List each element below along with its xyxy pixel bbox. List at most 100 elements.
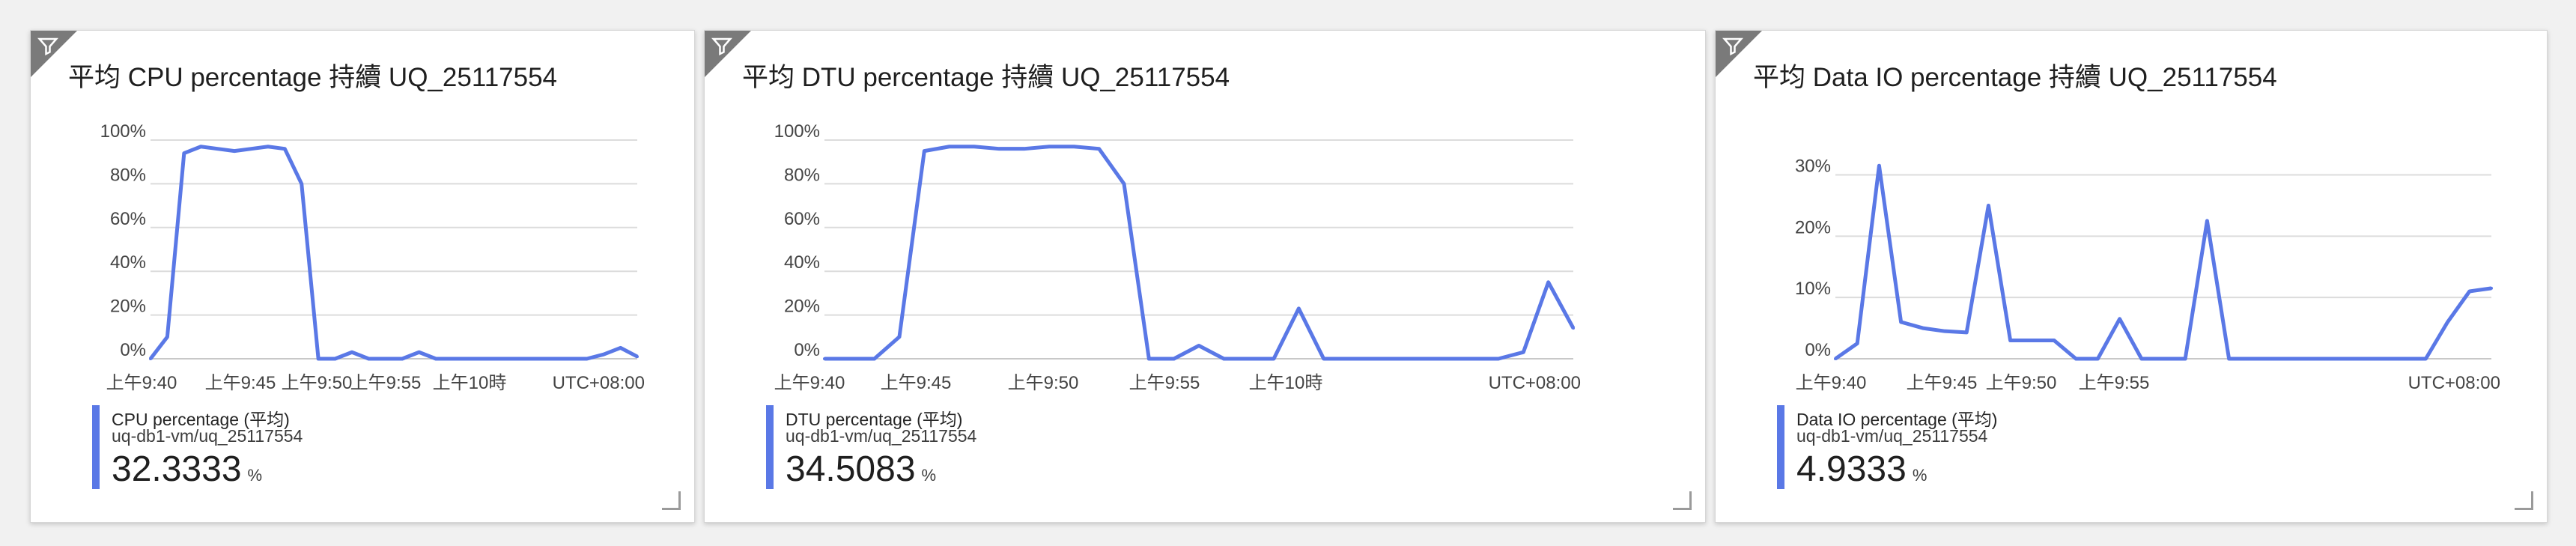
data-point [2467, 290, 2471, 293]
resize-handle[interactable] [662, 491, 681, 510]
data-io-chart-tile[interactable]: 平均 Data IO percentage 持續 UQ_25117554 0% 1… [1715, 30, 2548, 523]
data-point [501, 357, 505, 360]
data-point [2205, 219, 2209, 222]
cpu-chart-tile[interactable]: 平均 CPU percentage 持續 UQ_25117554 0% 20% 40… [30, 30, 695, 523]
legend-color-swatch [92, 405, 100, 489]
resize-handle[interactable] [2515, 491, 2533, 510]
y-tick-label: 100% [100, 121, 146, 142]
dtu-chart-tile[interactable]: 平均 DTU percentage 持續 UQ_25117554 0% 20% 40… [704, 30, 1706, 523]
data-point [383, 357, 387, 360]
data-point [1097, 147, 1101, 151]
series-line[interactable] [149, 145, 639, 361]
y-tick-label: 20% [784, 297, 820, 317]
data-point [1022, 147, 1026, 151]
x-tick-label: 上午9:55 [1129, 373, 1200, 393]
data-point [1943, 330, 1946, 333]
y-tick-label: 40% [110, 252, 146, 273]
data-point [2074, 357, 2078, 360]
data-point [1197, 344, 1200, 348]
y-tick-label: 20% [110, 297, 146, 317]
legend-value: 34.5083% [786, 449, 936, 490]
data-point [1471, 357, 1475, 360]
y-tick-label: 10% [1795, 279, 1831, 299]
data-point [2424, 357, 2428, 360]
legend-metric-name: CPU percentage (平均) [112, 410, 290, 429]
legend-metric-name: DTU percentage (平均) [786, 410, 963, 429]
data-point [1965, 330, 1969, 334]
data-point [2008, 339, 2012, 342]
cpu-line-chart[interactable]: 0% 20% 40% 60% 80% 100% 上午9:40 上午9:45 上午9:50上午9:… [31, 31, 696, 405]
data-point [199, 145, 203, 148]
series-line[interactable] [1834, 163, 2492, 361]
x-tick-label: 上午9:50 [1986, 373, 2057, 393]
data-point [1147, 357, 1151, 360]
data-point [636, 355, 639, 359]
x-tick-label: 上午9:45 [205, 373, 276, 393]
tile-title[interactable]: 平均 DTU percentage 持續 UQ_25117554 [742, 63, 1230, 92]
data-point [2227, 357, 2231, 360]
y-tick-label: 30% [1795, 157, 1831, 177]
x-tick-label: 上午9:40 [106, 373, 177, 393]
data-point [2249, 357, 2253, 360]
timezone-label: UTC+08:00 [1489, 373, 1581, 393]
filter-indicator[interactable] [705, 31, 751, 77]
data-point [2118, 317, 2121, 321]
legend-value-number: 34.5083 [786, 449, 916, 489]
data-point [417, 351, 421, 354]
data-point [2490, 286, 2493, 290]
data-point [1497, 357, 1500, 360]
x-tick-label: 上午9:45 [1907, 373, 1978, 393]
legend-metric-name: Data IO percentage (平均) [1796, 410, 1998, 429]
data-point [602, 353, 606, 357]
series-line[interactable] [824, 145, 1576, 361]
data-point [300, 182, 303, 186]
data-point [1247, 357, 1251, 360]
legend-value-number: 4.9333 [1796, 449, 1907, 489]
data-point [1834, 357, 1837, 360]
legend-resource-name: uq-db1-vm/uq_25117554 [786, 426, 977, 446]
data-point [1987, 204, 1990, 207]
filter-indicator[interactable] [1716, 31, 1762, 77]
tile-title[interactable]: 平均 CPU percentage 持續 UQ_25117554 [68, 63, 558, 92]
data-point [2184, 357, 2187, 360]
data-point [1921, 327, 1925, 330]
data-point [2336, 357, 2340, 360]
data-point [619, 346, 622, 350]
data-point [165, 335, 169, 339]
data-point [333, 357, 337, 360]
data-point [585, 357, 589, 360]
x-tick-label: 上午10時 [433, 373, 507, 393]
resize-handle[interactable] [1673, 491, 1692, 510]
data-io-line-chart[interactable]: 0% 10% 20% 30% 上午9:40 上午9:45 上午9:50 上午9:55 UTC+0… [1716, 31, 2548, 405]
y-tick-label: 0% [1805, 340, 1831, 360]
data-point [518, 357, 522, 360]
filter-indicator[interactable] [31, 31, 77, 77]
tile-title[interactable]: 平均 Data IO percentage 持續 UQ_25117554 [1753, 63, 2277, 92]
legend-color-swatch [766, 405, 774, 489]
data-point [182, 151, 186, 155]
data-point [1546, 280, 1550, 284]
data-point [973, 145, 976, 148]
data-point [872, 357, 876, 360]
data-point [1522, 351, 1525, 354]
y-tick-label: 20% [1795, 217, 1831, 237]
data-point [249, 147, 253, 151]
data-point [1856, 342, 1859, 345]
data-point [568, 357, 572, 360]
dtu-line-chart[interactable]: 0% 20% 40% 60% 80% 100% 上午9:40 上午9:45 上午9:50 上午9:… [705, 31, 1707, 405]
y-tick-label: 40% [784, 252, 820, 273]
data-point [2030, 339, 2034, 342]
filter-icon [711, 37, 733, 56]
data-point [1272, 357, 1275, 360]
x-tick-label: 上午9:55 [350, 373, 422, 393]
data-point [997, 147, 1001, 151]
x-tick-label: 上午9:45 [881, 373, 952, 393]
legend-resource-name: uq-db1-vm/uq_25117554 [112, 426, 303, 446]
data-point [149, 357, 152, 360]
x-tick-label: 上午9:40 [774, 373, 845, 393]
data-point [2096, 357, 2100, 360]
filter-icon [37, 37, 59, 56]
data-point [947, 145, 951, 148]
y-tick-label: 80% [110, 165, 146, 185]
x-tick-label: 上午9:55 [2079, 373, 2150, 393]
